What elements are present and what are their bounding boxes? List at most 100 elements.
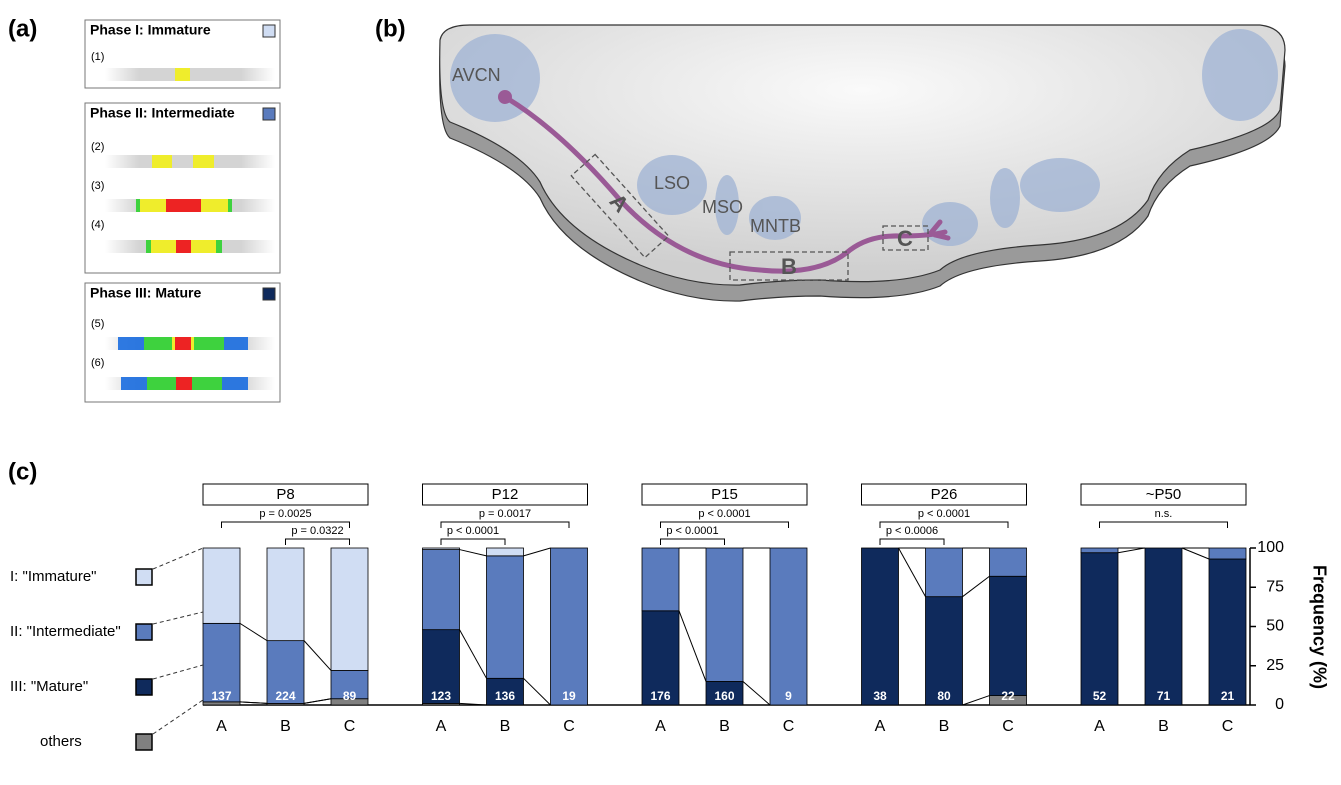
legend-label: III: "Mature" bbox=[10, 678, 88, 695]
connector bbox=[963, 696, 990, 705]
fiber-segment bbox=[224, 337, 248, 350]
y-axis-label: Frequency (%) bbox=[1309, 565, 1329, 689]
comparison-label: p < 0.0001 bbox=[698, 508, 750, 520]
panel-label: (c) bbox=[8, 458, 37, 485]
connector bbox=[679, 611, 706, 682]
connector bbox=[1118, 548, 1145, 553]
count-label: 19 bbox=[562, 689, 576, 703]
count-label: 52 bbox=[1093, 689, 1107, 703]
bar-segment bbox=[706, 548, 743, 681]
region-label: LSO bbox=[654, 173, 690, 193]
comparison-bracket bbox=[441, 539, 505, 545]
region-label: MSO bbox=[702, 197, 743, 217]
phase-item: (2) bbox=[91, 141, 104, 153]
count-label: 176 bbox=[650, 689, 670, 703]
region-label: MNTB bbox=[750, 216, 801, 236]
fiber-segment bbox=[175, 68, 190, 81]
legend-leader bbox=[153, 665, 203, 679]
legend-label: I: "Immature" bbox=[10, 568, 97, 585]
x-tick-label: B bbox=[280, 718, 291, 735]
legend-swatch bbox=[136, 679, 152, 695]
bar-segment bbox=[862, 548, 899, 705]
phase-item: (6) bbox=[91, 357, 104, 369]
connector bbox=[743, 681, 770, 705]
y-tick-label: 25 bbox=[1266, 657, 1284, 674]
nucleus bbox=[1202, 29, 1278, 121]
fiber-segment bbox=[192, 377, 222, 390]
panel-title: P8 bbox=[276, 486, 294, 503]
segment-label: B bbox=[781, 254, 797, 279]
count-label: 137 bbox=[211, 689, 231, 703]
fiber-segment bbox=[118, 337, 144, 350]
bar-segment bbox=[331, 548, 368, 670]
phase-item: (4) bbox=[91, 219, 104, 231]
phase-swatch bbox=[263, 108, 275, 120]
fiber-segment bbox=[152, 155, 172, 168]
count-label: 80 bbox=[937, 689, 951, 703]
bar-segment bbox=[1209, 559, 1246, 705]
bar-segment bbox=[770, 548, 807, 705]
bar-segment bbox=[990, 548, 1027, 576]
fiber-segment bbox=[194, 337, 224, 350]
y-tick-label: 50 bbox=[1266, 618, 1284, 635]
panel-title: P15 bbox=[711, 486, 738, 503]
bar-segment bbox=[423, 548, 460, 550]
figure: (a) (b) (c) AVCN LSO MSO MNTB bbox=[0, 0, 1341, 785]
count-label: 136 bbox=[495, 689, 515, 703]
fiber-segment bbox=[175, 337, 191, 350]
comparison-label: p = 0.0017 bbox=[479, 508, 531, 520]
connector bbox=[460, 630, 487, 679]
nucleus bbox=[990, 168, 1020, 228]
comparison-label: p = 0.0322 bbox=[291, 525, 343, 537]
legend-label: others bbox=[40, 733, 82, 750]
fiber-segment bbox=[136, 199, 140, 212]
x-tick-label: A bbox=[216, 718, 227, 735]
x-tick-label: C bbox=[563, 718, 575, 735]
fiber-segment bbox=[121, 377, 147, 390]
bar-segment bbox=[203, 548, 240, 623]
comparison-label: n.s. bbox=[1155, 508, 1173, 520]
connector bbox=[304, 641, 331, 671]
bar-segment bbox=[926, 548, 963, 597]
y-tick-label: 75 bbox=[1266, 578, 1284, 595]
nucleus bbox=[1020, 158, 1100, 212]
x-tick-label: C bbox=[1222, 718, 1234, 735]
count-label: 21 bbox=[1221, 689, 1235, 703]
connector bbox=[524, 548, 551, 556]
fiber-segment bbox=[147, 377, 176, 390]
legend-swatch bbox=[136, 624, 152, 640]
fiber-segment bbox=[193, 155, 214, 168]
connector bbox=[1182, 548, 1209, 559]
x-tick-label: A bbox=[1094, 718, 1105, 735]
fiber-segment bbox=[151, 240, 176, 253]
phase-item: (1) bbox=[91, 51, 104, 63]
fiber-segment bbox=[191, 240, 216, 253]
phase-item: (5) bbox=[91, 318, 104, 330]
comparison-bracket bbox=[286, 539, 350, 545]
y-tick-label: 100 bbox=[1257, 539, 1284, 556]
fiber-segment bbox=[176, 240, 191, 253]
fiber-segment bbox=[222, 377, 248, 390]
legend-swatch bbox=[136, 569, 152, 585]
count-label: 38 bbox=[873, 689, 887, 703]
legend-swatch bbox=[136, 734, 152, 750]
slice-top bbox=[440, 25, 1285, 285]
y-tick-label: 0 bbox=[1275, 696, 1284, 713]
comparison-label: p = 0.0025 bbox=[259, 508, 311, 520]
x-tick-label: A bbox=[875, 718, 886, 735]
panel-title: ~P50 bbox=[1146, 486, 1181, 503]
bar-segment bbox=[1209, 548, 1246, 559]
legend-label: II: "Intermediate" bbox=[10, 623, 121, 640]
x-tick-label: B bbox=[1158, 718, 1169, 735]
bar-segment bbox=[487, 548, 524, 556]
count-label: 22 bbox=[1001, 689, 1015, 703]
connector bbox=[460, 550, 487, 556]
bar-segment bbox=[1145, 548, 1182, 705]
x-tick-label: B bbox=[719, 718, 730, 735]
legend-leader bbox=[153, 548, 203, 569]
comparison-label: p < 0.0001 bbox=[666, 525, 718, 537]
count-label: 224 bbox=[275, 689, 295, 703]
x-tick-label: B bbox=[500, 718, 511, 735]
connector bbox=[304, 699, 331, 704]
bar-segment bbox=[267, 548, 304, 641]
